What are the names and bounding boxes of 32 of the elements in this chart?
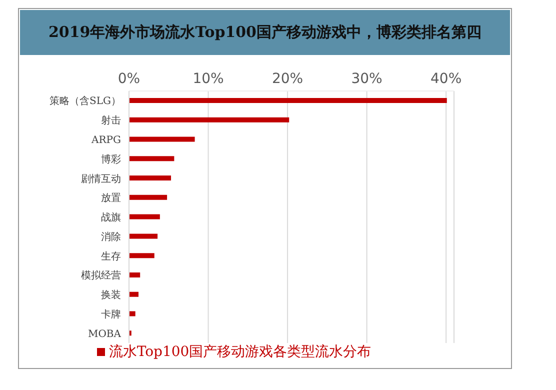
bar [129, 272, 140, 278]
y-tick-label: 战旗 [101, 212, 121, 224]
y-tick-label: 模拟经营 [81, 270, 121, 282]
bar [129, 194, 168, 200]
y-tick-label: 卡牌 [101, 308, 121, 320]
y-tick-label: 博彩 [101, 153, 121, 166]
bar [129, 98, 447, 103]
y-tick-label: 消除 [101, 230, 121, 243]
bar [129, 253, 154, 258]
y-tick-label: ARPG [90, 135, 122, 146]
y-tick-label: 生存 [101, 250, 121, 262]
x-tick-label: 10% [192, 71, 224, 87]
bar [129, 292, 139, 297]
y-tick-label: 策略（含SLG） [50, 95, 121, 108]
y-tick-label: 换装 [101, 289, 121, 302]
x-tick-label: 30% [351, 71, 382, 87]
bar [129, 117, 290, 122]
legend-label: 流水Top100国产移动游戏各类型流水分布 [108, 344, 372, 360]
bar [129, 214, 160, 220]
bar [129, 234, 158, 239]
chart-title: 2019年海外市场流水Top100国产移动游戏中，博彩类排名第四 [20, 10, 510, 55]
bar [129, 156, 174, 162]
x-tick-label: 0% [118, 71, 140, 87]
bar [129, 136, 195, 142]
x-tick-label: 20% [272, 71, 304, 87]
y-tick-label: 射击 [101, 114, 121, 127]
y-tick-label: 放置 [101, 192, 121, 204]
y-tick-label: MOBA [88, 328, 122, 340]
bar [129, 176, 172, 181]
x-tick-label: 40% [430, 71, 462, 87]
y-tick-label: 剧情互动 [81, 172, 121, 185]
bar [129, 311, 136, 316]
